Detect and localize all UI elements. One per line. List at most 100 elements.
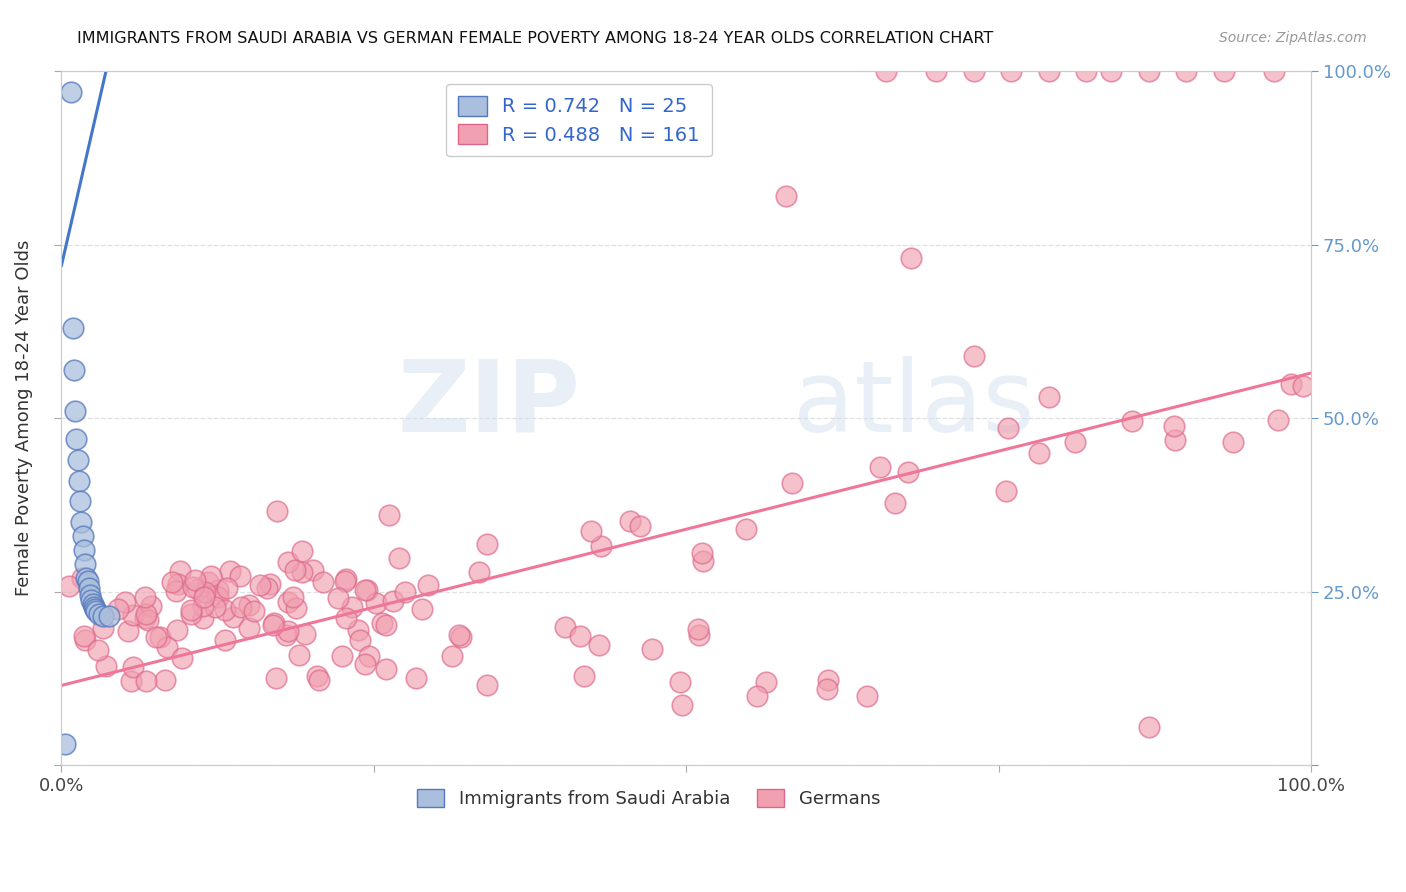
Point	[735, 522, 758, 536]
Point	[568, 629, 591, 643]
Point	[1137, 720, 1160, 734]
Point	[374, 618, 396, 632]
Point	[356, 582, 378, 597]
Point	[262, 617, 284, 632]
Point	[122, 608, 145, 623]
Point	[288, 648, 311, 662]
Point	[165, 584, 187, 599]
Point	[266, 504, 288, 518]
Point	[117, 624, 139, 638]
Point	[134, 590, 156, 604]
Point	[259, 576, 281, 591]
Point	[330, 649, 353, 664]
Text: atlas: atlas	[793, 356, 1035, 453]
Point	[145, 631, 167, 645]
Point	[477, 537, 499, 551]
Point	[294, 626, 316, 640]
Point	[191, 611, 214, 625]
Point	[995, 483, 1018, 498]
Point	[411, 601, 433, 615]
Point	[349, 633, 371, 648]
Point	[335, 572, 357, 586]
Point	[883, 496, 905, 510]
Point	[347, 624, 370, 638]
Point	[67, 474, 90, 488]
Point	[1076, 64, 1098, 78]
Point	[468, 565, 491, 579]
Point	[1267, 412, 1289, 426]
Point	[75, 557, 97, 571]
Point	[204, 599, 226, 614]
Point	[75, 633, 97, 648]
Point	[193, 590, 215, 604]
Point	[755, 675, 778, 690]
Point	[378, 508, 401, 522]
Point	[72, 529, 94, 543]
Point	[77, 581, 100, 595]
Point	[80, 593, 103, 607]
Point	[94, 659, 117, 673]
Point	[180, 602, 202, 616]
Point	[73, 629, 96, 643]
Point	[308, 673, 330, 687]
Point	[1137, 64, 1160, 78]
Point	[333, 574, 356, 588]
Point	[76, 574, 98, 589]
Point	[1038, 390, 1060, 404]
Point	[148, 630, 170, 644]
Point	[169, 565, 191, 579]
Point	[60, 85, 83, 99]
Point	[366, 596, 388, 610]
Point	[214, 632, 236, 647]
Point	[160, 575, 183, 590]
Point	[107, 602, 129, 616]
Point	[166, 623, 188, 637]
Point	[1222, 435, 1244, 450]
Point	[307, 669, 329, 683]
Point	[79, 588, 101, 602]
Point	[628, 518, 651, 533]
Point	[963, 349, 986, 363]
Point	[82, 597, 104, 611]
Point	[69, 494, 91, 508]
Point	[382, 594, 405, 608]
Point	[136, 613, 159, 627]
Point	[475, 678, 498, 692]
Point	[215, 581, 238, 595]
Point	[641, 642, 664, 657]
Point	[179, 607, 201, 622]
Point	[997, 421, 1019, 435]
Point	[342, 599, 364, 614]
Point	[817, 673, 839, 687]
Point	[1175, 64, 1198, 78]
Point	[65, 432, 87, 446]
Point	[1292, 378, 1315, 392]
Point	[91, 609, 114, 624]
Point	[388, 551, 411, 566]
Point	[86, 604, 108, 618]
Point	[70, 571, 93, 585]
Point	[353, 657, 375, 672]
Point	[183, 574, 205, 588]
Point	[120, 674, 142, 689]
Point	[166, 576, 188, 591]
Point	[62, 321, 84, 335]
Point	[416, 578, 439, 592]
Point	[897, 465, 920, 479]
Point	[1038, 64, 1060, 78]
Point	[1028, 446, 1050, 460]
Point	[1064, 434, 1087, 449]
Point	[405, 671, 427, 685]
Point	[63, 404, 86, 418]
Point	[91, 621, 114, 635]
Point	[875, 64, 897, 78]
Point	[775, 189, 797, 203]
Point	[745, 689, 768, 703]
Point	[264, 672, 287, 686]
Point	[579, 524, 602, 538]
Point	[214, 603, 236, 617]
Point	[588, 638, 610, 652]
Point	[222, 609, 245, 624]
Point	[276, 595, 298, 609]
Point	[83, 599, 105, 614]
